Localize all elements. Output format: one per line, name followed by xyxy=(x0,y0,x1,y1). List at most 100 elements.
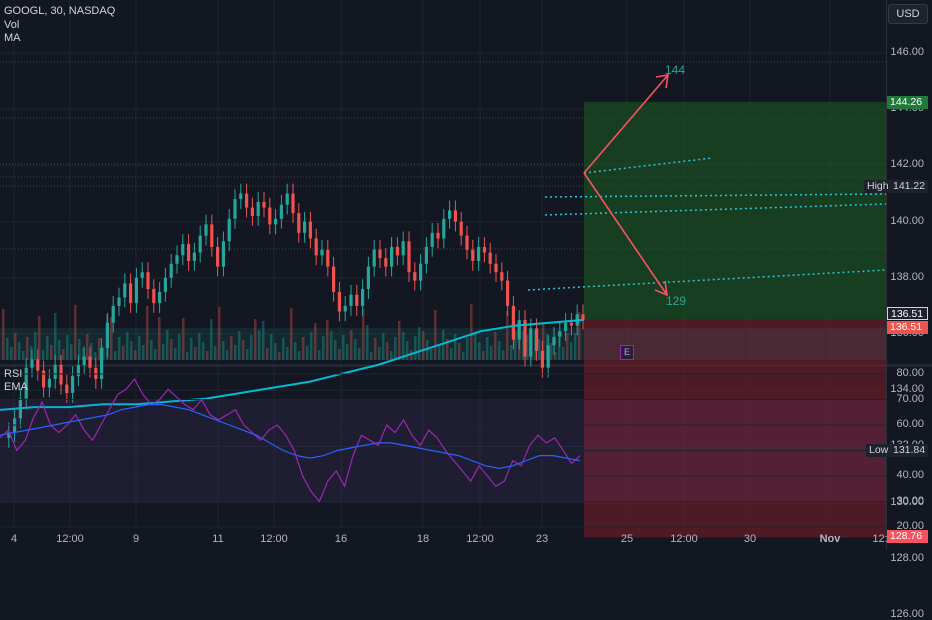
candle-body xyxy=(158,291,162,304)
volume-bar xyxy=(202,342,205,360)
candle-body xyxy=(349,294,353,306)
chart-canvas[interactable] xyxy=(0,0,932,550)
candle-body xyxy=(204,224,208,236)
candle-body xyxy=(47,378,51,388)
candle-body xyxy=(82,356,86,365)
volume-bar xyxy=(126,332,129,360)
lower-target-label: 129 xyxy=(666,294,687,308)
volume-bar xyxy=(178,334,181,360)
candle-body xyxy=(24,367,28,399)
volume-bar xyxy=(186,352,189,360)
candle-body xyxy=(111,305,115,323)
candle-body xyxy=(558,331,562,337)
candle-body xyxy=(523,319,527,357)
volume-bar xyxy=(210,319,213,360)
candle-body xyxy=(366,266,370,290)
candle-body xyxy=(274,218,278,225)
earnings-marker[interactable]: E xyxy=(620,345,634,360)
volume-bar xyxy=(90,343,93,360)
upper-target-label: 144 xyxy=(665,63,686,77)
volume-bar xyxy=(502,350,505,360)
volume-bar xyxy=(514,331,517,360)
candle-body xyxy=(355,294,359,306)
candle-body xyxy=(320,249,324,256)
time-tick-label: 25 xyxy=(620,533,634,545)
volume-bar xyxy=(310,332,313,360)
down-arrow-line xyxy=(583,172,668,296)
time-tick-label: 4 xyxy=(10,533,18,545)
candle-body xyxy=(378,249,382,259)
candle-body xyxy=(42,370,46,388)
time-tick-label: 30 xyxy=(743,533,757,545)
candle-body xyxy=(245,193,249,208)
ema-legend[interactable]: EMA xyxy=(4,381,28,393)
rsi-legend[interactable]: RSI xyxy=(4,368,23,380)
volume-bar xyxy=(138,336,141,360)
volume-bar xyxy=(302,337,305,360)
volume-bar xyxy=(246,349,249,360)
volume-bar xyxy=(22,351,25,360)
volume-bar xyxy=(490,346,493,360)
candle-body xyxy=(262,201,266,208)
volume-bar xyxy=(194,347,197,360)
candle-body xyxy=(500,272,504,281)
volume-bar xyxy=(358,348,361,360)
high-label: High xyxy=(864,180,892,194)
volume-bar xyxy=(554,352,557,360)
volume-bar xyxy=(406,341,409,360)
volume-legend[interactable]: Vol xyxy=(4,19,20,31)
volume-bar xyxy=(218,307,221,360)
up-arrowhead xyxy=(655,74,669,89)
candle-body xyxy=(401,241,405,256)
volume-bar xyxy=(14,333,17,360)
candle-body xyxy=(424,246,428,264)
volume-bar xyxy=(478,342,481,360)
candle-body xyxy=(250,207,254,216)
candle-body xyxy=(76,364,80,377)
high-value: 141.22 xyxy=(890,180,929,194)
volume-bar xyxy=(42,350,45,360)
candle-body xyxy=(216,246,220,267)
candle-body xyxy=(552,336,556,346)
volume-bar xyxy=(446,339,449,360)
projection-line xyxy=(544,203,887,216)
volume-bar xyxy=(434,310,437,360)
candle-body xyxy=(268,207,272,225)
candle-body xyxy=(361,289,365,306)
candle-body xyxy=(326,249,330,267)
candle-body xyxy=(343,305,347,312)
price-tick-label: 134.00 xyxy=(890,383,924,396)
volume-bar xyxy=(578,312,581,360)
symbol-title[interactable]: GOOGL, 30, NASDAQ xyxy=(4,5,116,17)
volume-bar xyxy=(78,339,81,360)
candle-body xyxy=(506,280,510,306)
time-tick-label: 12: xyxy=(872,533,888,545)
projection-line xyxy=(544,193,887,198)
time-tick-label: Nov xyxy=(819,533,841,545)
candle-body xyxy=(291,193,295,214)
candle-body xyxy=(233,199,237,219)
candle-body xyxy=(192,252,196,261)
volume-bar xyxy=(50,345,53,360)
volume-bar xyxy=(370,352,373,360)
candle-body xyxy=(390,246,394,267)
volume-bar xyxy=(18,342,21,360)
volume-bar xyxy=(326,320,329,360)
candle-body xyxy=(146,272,150,290)
volume-bar xyxy=(262,321,265,360)
volume-bar xyxy=(298,351,301,360)
candle-body xyxy=(140,272,144,278)
volume-bar xyxy=(238,331,241,360)
ma-legend[interactable]: MA xyxy=(4,32,21,44)
volume-bar xyxy=(562,347,565,360)
volume-bar xyxy=(402,332,405,360)
volume-bar xyxy=(46,336,49,360)
candle-body xyxy=(169,263,173,278)
time-tick-label: 12:00 xyxy=(56,533,84,545)
volume-bar xyxy=(234,345,237,360)
volume-bar xyxy=(558,338,561,360)
volume-bar xyxy=(318,350,321,360)
currency-button[interactable]: USD xyxy=(888,4,928,24)
volume-bar xyxy=(190,338,193,360)
